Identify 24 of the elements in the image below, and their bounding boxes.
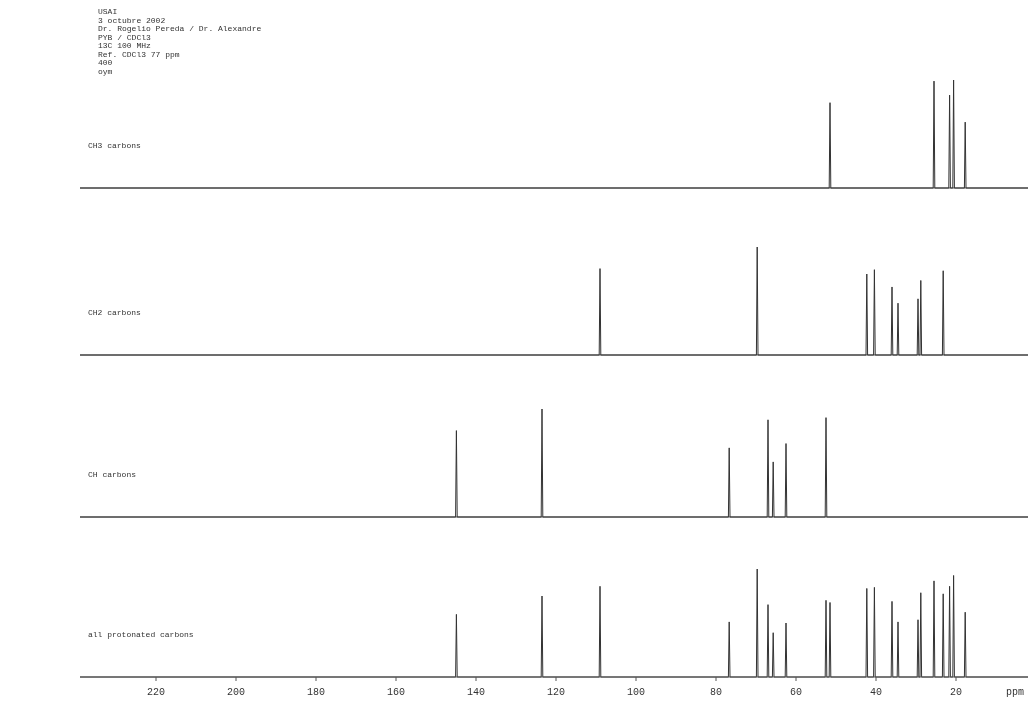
x-tick-label: 100: [626, 687, 646, 698]
text: 3 octubre 2002: [98, 15, 166, 25]
text: CH3 carbons: [88, 141, 142, 150]
x-tick-label: 180: [306, 687, 326, 698]
x-tick-label: 200: [226, 687, 246, 698]
text: Dr. Rogelio Pereda / Dr. Alexandre: [98, 24, 262, 33]
x-axis-title: ppm: [1005, 687, 1024, 698]
text: 13C 100 MHz: [98, 41, 152, 50]
text: CH2 carbons: [88, 308, 142, 317]
text: 400: [98, 58, 113, 67]
x-tick-label: 40: [869, 687, 883, 698]
text: oym: [98, 66, 113, 76]
x-tick-label: 120: [546, 687, 566, 698]
x-tick-label: 140: [466, 687, 486, 698]
x-tick-label: 60: [789, 687, 803, 698]
x-tick-label: 80: [709, 687, 723, 698]
text: USAI: [98, 7, 118, 16]
x-tick-label: 160: [386, 687, 406, 698]
x-tick-label: 20: [949, 687, 963, 698]
text: CH carbons: [88, 470, 137, 479]
x-tick-label: 220: [146, 687, 166, 698]
text: Ref. CDCl3 77 ppm: [98, 49, 180, 59]
text: PYB / CDCl3: [98, 32, 152, 42]
text: all protonated carbons: [88, 630, 194, 639]
